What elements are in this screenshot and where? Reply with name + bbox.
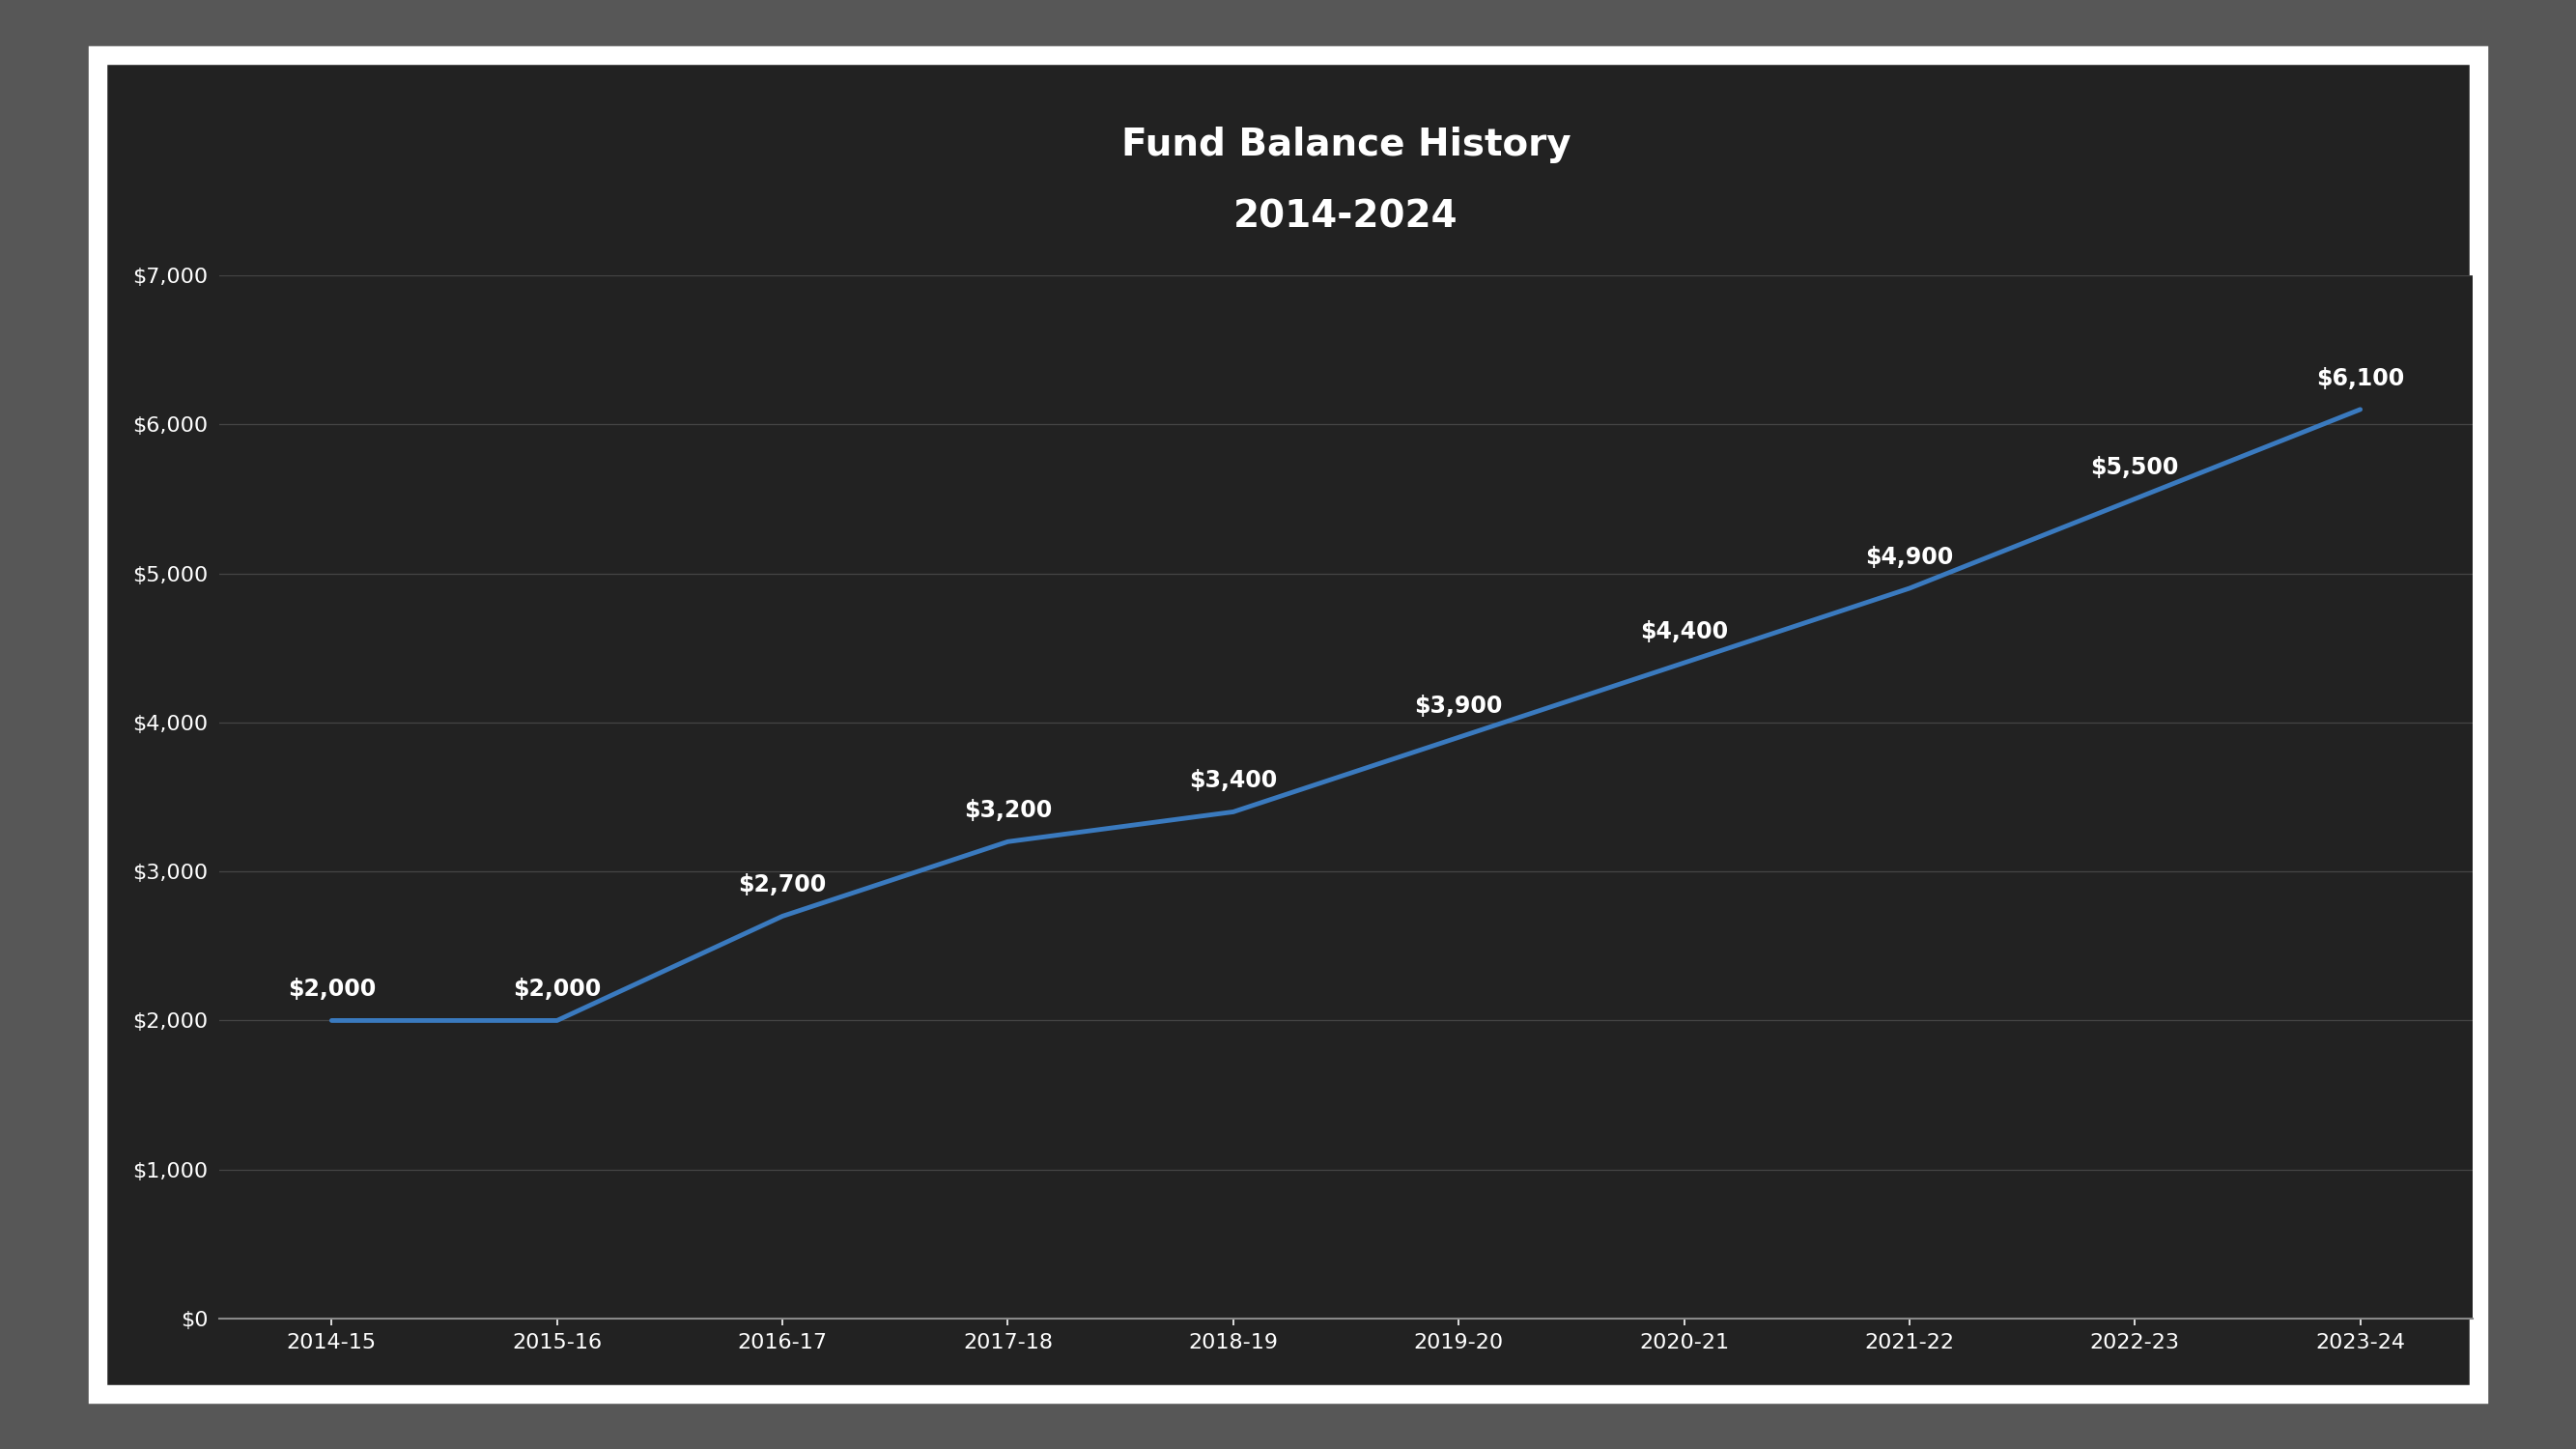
Text: Fund Balance History: Fund Balance History	[1121, 126, 1571, 164]
Text: $6,100: $6,100	[2316, 367, 2403, 390]
Text: $3,900: $3,900	[1414, 694, 1502, 717]
Text: $2,700: $2,700	[739, 874, 827, 897]
Text: $4,900: $4,900	[1865, 546, 1953, 569]
Text: $3,200: $3,200	[963, 798, 1051, 822]
Text: $2,000: $2,000	[513, 978, 600, 1001]
Text: $4,400: $4,400	[1641, 620, 1728, 643]
Text: $5,500: $5,500	[2092, 456, 2179, 480]
Text: 2014-2024: 2014-2024	[1234, 199, 1458, 236]
Text: $2,000: $2,000	[289, 978, 376, 1001]
Text: $3,400: $3,400	[1190, 769, 1278, 793]
